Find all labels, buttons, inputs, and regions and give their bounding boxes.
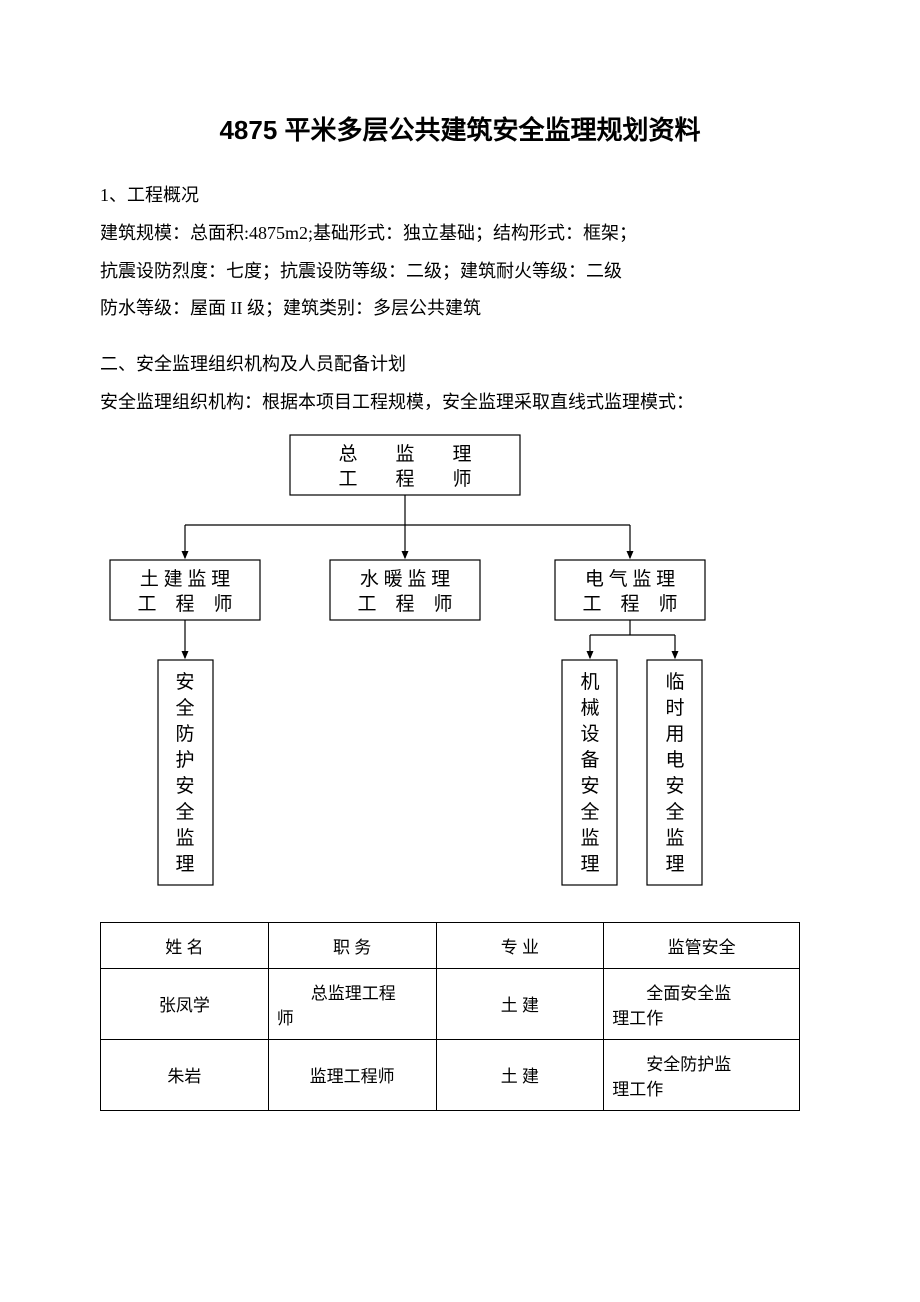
table-row: 朱岩 监理工程师 土 建 安全防护监 理工作 [101, 1039, 800, 1110]
th-name: 姓 名 [101, 922, 269, 968]
cell-role: 总监理工程 师 [268, 968, 436, 1039]
cell-name: 朱岩 [101, 1039, 269, 1110]
cell-role-l1: 总监理工程 [277, 984, 396, 1003]
org-top-line1: 总 监 理 [338, 443, 471, 465]
cell-duty-l2: 理工作 [612, 1009, 663, 1028]
org-l2b-line2: 工 程 师 [357, 593, 452, 615]
cell-duty-l1: 安全防护监 [612, 1055, 731, 1074]
cell-duty-l2: 理工作 [612, 1080, 663, 1099]
cell-duty: 安全防护监 理工作 [604, 1039, 800, 1110]
cell-major: 土 建 [436, 968, 604, 1039]
section1-line2: 抗震设防烈度：七度；抗震设防等级：二级；建筑耐火等级：二级 [100, 253, 820, 291]
table-row: 张凤学 总监理工程 师 土 建 全面安全监 理工作 [101, 968, 800, 1039]
cell-role: 监理工程师 [268, 1039, 436, 1110]
section2-line1: 安全监理组织机构：根据本项目工程规模，安全监理采取直线式监理模式： [100, 384, 820, 422]
section1-line3: 防水等级：屋面 II 级；建筑类别：多层公共建筑 [100, 290, 820, 328]
cell-duty: 全面安全监 理工作 [604, 968, 800, 1039]
cell-major: 土 建 [436, 1039, 604, 1110]
cell-role-l2: 师 [277, 1009, 294, 1028]
cell-name: 张凤学 [101, 968, 269, 1039]
section1-heading: 1、工程概况 [100, 177, 820, 215]
org-l2a-line2: 工 程 师 [137, 593, 232, 615]
org-top-line2: 工 程 师 [338, 468, 471, 490]
page-title: 4875 平米多层公共建筑安全监理规划资料 [100, 110, 820, 147]
org-l2a-line1: 土 建 监 理 [140, 568, 230, 590]
cell-duty-l1: 全面安全监 [612, 984, 731, 1003]
org-chart: 总 监 理 工 程 师 土 建 监 理 工 程 师 水 暖 监 理 工 程 师 [100, 430, 820, 900]
table-header-row: 姓 名 职 务 专 业 监管安全 [101, 922, 800, 968]
section2-heading: 二、安全监理组织机构及人员配备计划 [100, 346, 820, 384]
th-major: 专 业 [436, 922, 604, 968]
staff-table: 姓 名 职 务 专 业 监管安全 张凤学 总监理工程 师 土 建 全面安全监 理… [100, 922, 800, 1111]
th-role: 职 务 [268, 922, 436, 968]
org-l2c-line2: 工 程 师 [582, 593, 677, 615]
section1-line1: 建筑规模：总面积:4875m2;基础形式：独立基础；结构形式：框架； [100, 215, 820, 253]
org-l2b-line1: 水 暖 监 理 [360, 568, 450, 590]
org-l2c-line1: 电 气 监 理 [585, 568, 675, 590]
th-duty: 监管安全 [604, 922, 800, 968]
